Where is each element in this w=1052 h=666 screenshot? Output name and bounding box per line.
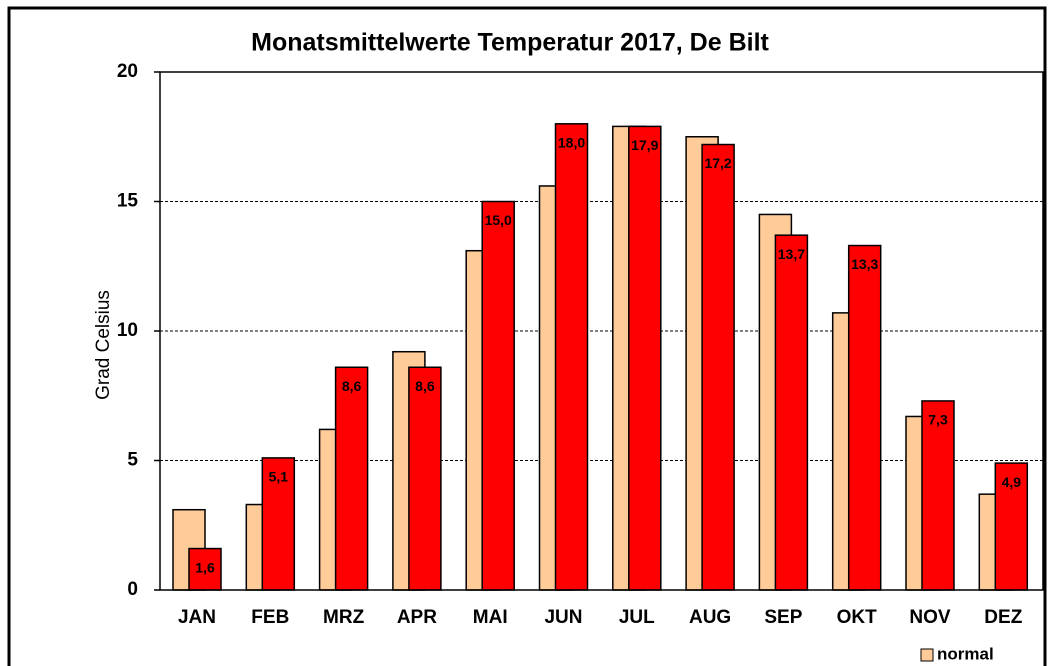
y-tick-label: 20 [117, 61, 138, 82]
data-label: 4,9 [1002, 474, 1022, 490]
bar [334, 366, 369, 591]
x-tick-label: OKT [837, 607, 878, 628]
y-tick-label: 5 [127, 450, 138, 471]
data-label: 8,6 [415, 378, 435, 394]
x-tick-label: FEB [251, 607, 289, 628]
y-tick-label: 10 [117, 320, 138, 341]
x-tick-label: JUL [619, 607, 655, 628]
data-label: 13,7 [778, 246, 805, 262]
data-label: 15,0 [485, 212, 512, 228]
bar [408, 366, 442, 591]
x-tick-label: NOV [909, 607, 951, 628]
data-label: 5,1 [269, 469, 289, 485]
bar [628, 125, 662, 591]
data-label: 8,6 [342, 378, 362, 394]
legend-swatch [920, 648, 934, 662]
x-tick-label: APR [397, 607, 437, 628]
data-label: 1,6 [195, 559, 215, 575]
bar [261, 457, 296, 591]
y-axis-label: Grad Celsius [93, 290, 114, 400]
chart-frame [7, 6, 1047, 666]
x-tick-label: MRZ [323, 607, 365, 628]
x-tick-label: SEP [764, 607, 802, 628]
x-tick-label: JAN [178, 607, 216, 628]
data-label: 7,3 [928, 412, 948, 428]
plot-frame [159, 71, 1044, 591]
data-label: 18,0 [558, 135, 585, 151]
bar [481, 200, 515, 591]
bar [847, 244, 882, 591]
x-tick-label: MAI [473, 607, 508, 628]
y-tick-label: 0 [127, 579, 138, 600]
bar [701, 143, 735, 591]
x-tick-label: DEZ [984, 607, 1022, 628]
chart-title: Monatsmittelwerte Temperatur 2017, De Bi… [251, 29, 769, 57]
bar [554, 123, 589, 591]
bar [774, 234, 809, 591]
data-label: 13,3 [851, 256, 878, 272]
data-label: 17,9 [631, 137, 658, 153]
bar [994, 462, 1029, 591]
y-tick-label: 15 [117, 191, 139, 212]
data-label: 17,2 [704, 155, 731, 171]
bar [921, 400, 955, 591]
x-tick-label: JUN [544, 607, 582, 628]
legend-label: normal [937, 644, 994, 663]
x-tick-label: AUG [689, 607, 731, 628]
